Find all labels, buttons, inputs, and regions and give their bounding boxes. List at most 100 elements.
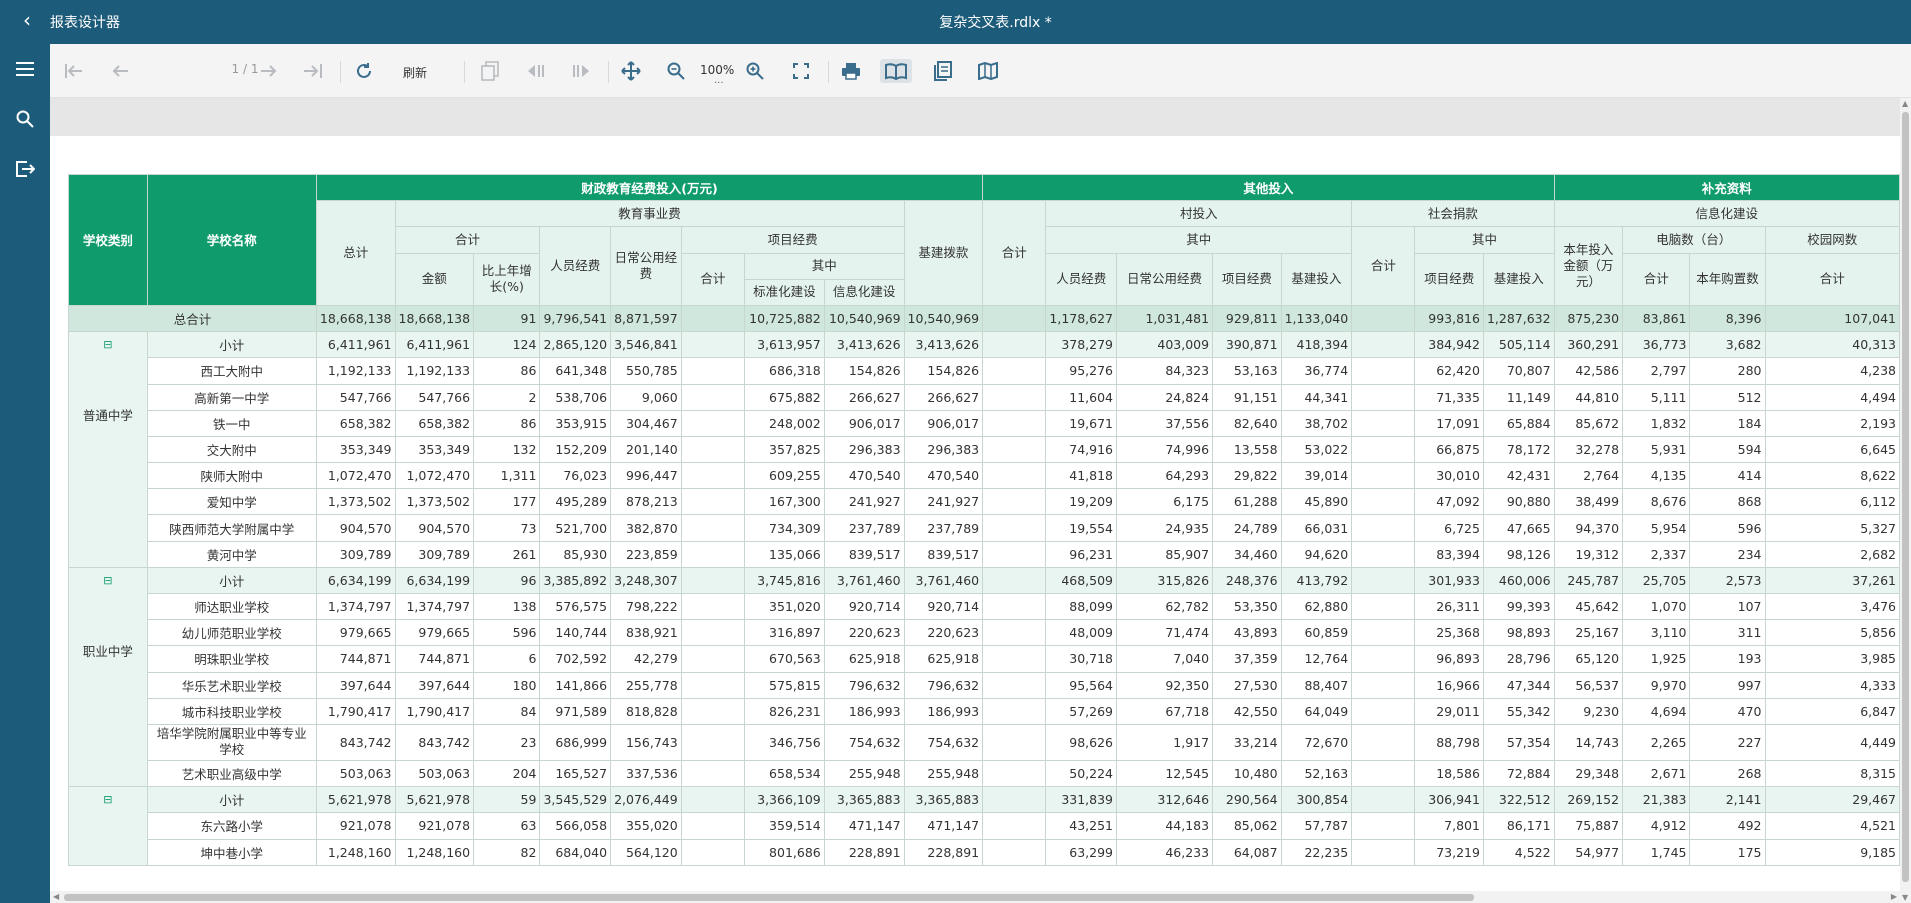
collapse-toggle-icon[interactable]: ⊟	[103, 573, 113, 587]
table-cell: 3,413,626	[823, 331, 905, 359]
table-cell: 92,350	[1116, 671, 1214, 699]
table-cell: 10,540,969	[823, 304, 905, 333]
collapse-toggle-icon[interactable]: ⊟	[103, 793, 113, 807]
table-cell: 55,342	[1482, 697, 1555, 725]
map-view-icon[interactable]	[976, 59, 1000, 83]
table-cell: 625,918	[823, 645, 905, 673]
vertical-scroll-thumb[interactable]	[1902, 112, 1909, 882]
galley-mode-icon[interactable]	[880, 59, 912, 83]
table-row: 陕师大附中 1,072,470 1,072,470 1,311 76,023 996,44…	[69, 462, 1900, 490]
backward-icon[interactable]	[524, 59, 548, 83]
table-cell: 9,796,541	[539, 304, 612, 333]
table-cell: 7,040	[1116, 645, 1214, 673]
table-cell: 316,897	[743, 619, 825, 647]
table-cell: 1,133,040	[1280, 304, 1353, 333]
header-school-type: 学校类别	[68, 174, 148, 306]
table-cell	[982, 566, 1047, 595]
toolbar: 1 / 1 刷新 100% ...	[50, 44, 1911, 98]
table-cell: 95,276	[1045, 357, 1118, 385]
print-icon[interactable]	[839, 59, 863, 83]
scroll-right-icon[interactable]: ▶	[1890, 892, 1897, 901]
table-cell: 290,564	[1212, 786, 1282, 814]
search-icon[interactable]	[13, 107, 37, 131]
table-cell: 1,374,797	[315, 592, 396, 621]
table-cell: 596	[473, 619, 541, 647]
table-cell	[680, 645, 745, 673]
page-layout-icon[interactable]	[931, 59, 955, 83]
page-indicator[interactable]: 1 / 1	[231, 62, 259, 76]
forward-icon[interactable]	[569, 59, 593, 83]
table-cell	[680, 304, 745, 333]
zoom-more[interactable]: ...	[714, 75, 724, 86]
table-cell: 801,686	[743, 838, 825, 866]
table-cell: 63	[473, 812, 541, 840]
export-icon[interactable]	[13, 157, 37, 181]
first-page-icon[interactable]	[62, 59, 86, 83]
table-cell: 193	[1689, 645, 1766, 673]
table-cell: 312,646	[1116, 786, 1214, 814]
table-cell: 261	[473, 540, 541, 568]
table-cell: 36,774	[1280, 357, 1353, 385]
table-cell: 82	[473, 838, 541, 866]
table-cell: 73,219	[1414, 838, 1484, 866]
vertical-scrollbar[interactable]: ▲ ▼	[1900, 98, 1911, 903]
next-page-icon[interactable]	[257, 59, 281, 83]
last-page-icon[interactable]	[301, 59, 325, 83]
table-cell: 754,632	[823, 723, 905, 761]
table-cell: 337,536	[610, 759, 682, 788]
back-arrow-icon[interactable]: ‹	[23, 8, 31, 32]
table-cell: 84	[473, 697, 541, 725]
scroll-up-icon[interactable]: ▲	[1902, 99, 1909, 108]
table-cell: 492	[1689, 812, 1766, 840]
table-cell: 357,825	[743, 435, 825, 464]
table-cell: 311	[1689, 619, 1766, 647]
table-cell: 993,816	[1414, 304, 1484, 333]
zoom-level[interactable]: 100%	[700, 63, 735, 77]
table-cell: 74,996	[1116, 435, 1214, 464]
table-cell	[982, 592, 1047, 621]
table-cell: 798,222	[610, 592, 682, 621]
table-cell	[680, 723, 745, 761]
table-cell: 18,668,138	[394, 304, 475, 333]
menu-icon[interactable]	[13, 57, 37, 81]
table-cell: 48,009	[1045, 619, 1118, 647]
header-pc-count: 电脑数（台）	[1622, 226, 1766, 254]
scroll-down-icon[interactable]: ▼	[1902, 893, 1909, 902]
scroll-left-icon[interactable]: ◀	[53, 892, 60, 901]
table-cell: 64,087	[1212, 838, 1282, 866]
table-cell: 658,534	[743, 759, 825, 788]
header-village-staff: 人员经费	[1045, 252, 1118, 306]
table-cell: 1,287,632	[1482, 304, 1555, 333]
table-row: 高新第一中学 547,766 547,766 2 538,706 9,060 675,882…	[69, 383, 1900, 411]
table-cell: 78,172	[1482, 435, 1555, 464]
table-cell: 1,790,417	[394, 697, 475, 725]
table-cell: 826,231	[743, 697, 825, 725]
table-cell: 241,927	[903, 488, 984, 516]
table-cell	[1351, 331, 1416, 359]
table-cell	[680, 357, 745, 385]
previous-page-icon[interactable]	[108, 59, 132, 83]
table-cell	[982, 619, 1047, 647]
zoom-out-icon[interactable]	[664, 59, 688, 83]
table-cell: 66,875	[1414, 435, 1484, 464]
table-cell: 6,634,199	[315, 566, 396, 595]
table-cell: 234	[1689, 540, 1766, 568]
fullscreen-icon[interactable]	[789, 59, 813, 83]
school-name-cell: 华乐艺术职业学校	[146, 671, 317, 699]
table-cell: 24,789	[1212, 514, 1282, 542]
horizontal-scrollbar[interactable]: ◀ ▶	[50, 891, 1900, 903]
table-cell: 4,135	[1622, 462, 1691, 490]
refresh-button[interactable]: 刷新	[403, 66, 428, 80]
parent-report-icon[interactable]	[478, 59, 502, 83]
app-title: 报表设计器	[50, 15, 120, 31]
zoom-in-icon[interactable]	[743, 59, 767, 83]
collapse-toggle-icon[interactable]: ⊟	[103, 338, 113, 352]
pan-move-icon[interactable]	[619, 59, 643, 83]
horizontal-scroll-thumb[interactable]	[64, 894, 1474, 901]
table-cell: 686,318	[743, 357, 825, 385]
table-cell: 505,114	[1482, 331, 1555, 359]
table-cell: 24,935	[1116, 514, 1214, 542]
header-yoy: 比上年增长(%)	[473, 252, 541, 306]
refresh-icon[interactable]	[352, 59, 376, 83]
table-cell: 85,062	[1212, 812, 1282, 840]
